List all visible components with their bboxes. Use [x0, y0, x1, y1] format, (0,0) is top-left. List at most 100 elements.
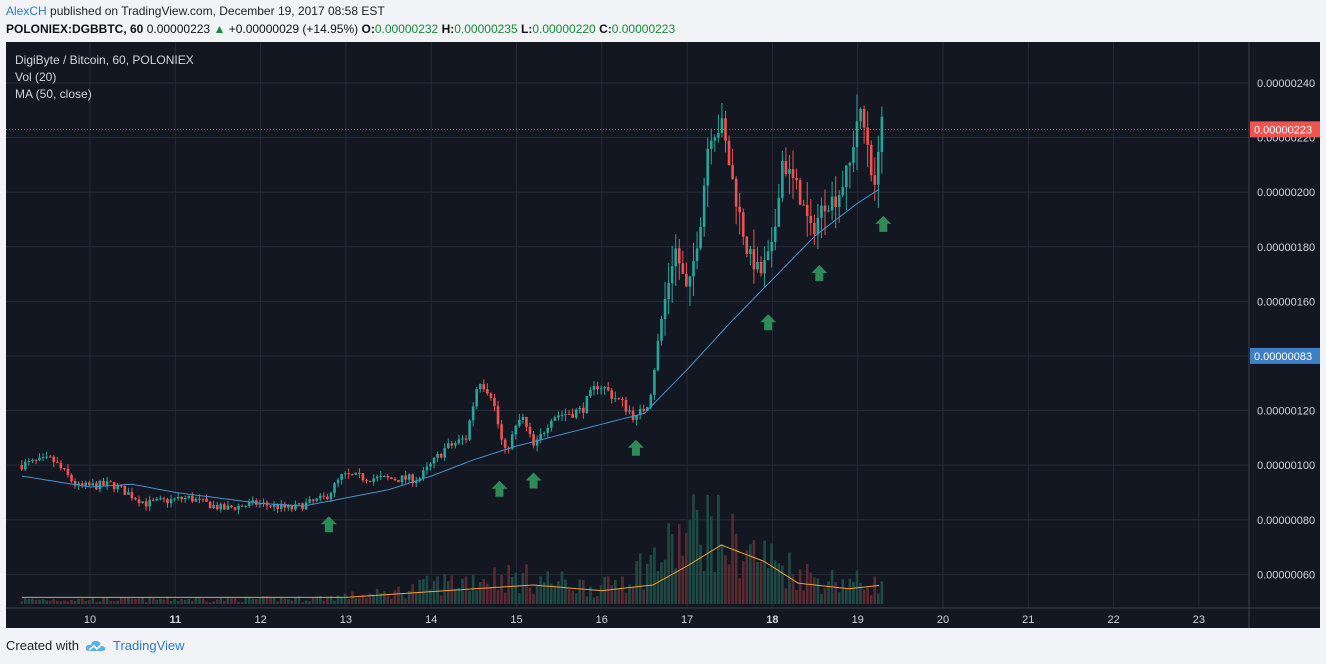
candle-body: [738, 206, 742, 213]
volume-bar: [542, 582, 546, 604]
volume-bar: [59, 601, 63, 604]
candle-body: [599, 388, 603, 390]
candle-body: [862, 108, 866, 128]
volume-bar: [311, 597, 315, 604]
candle-body: [24, 461, 27, 470]
volume-bars: [20, 494, 884, 604]
volume-bar: [34, 599, 38, 604]
volume-bar: [848, 578, 852, 604]
candle-body: [557, 415, 560, 418]
volume-bar: [173, 598, 176, 604]
volume-bar: [592, 597, 596, 604]
up-triangle-icon: ▲: [213, 22, 226, 36]
volume-bar: [574, 593, 578, 604]
change-value: +0.00000029 (+14.95%): [228, 22, 359, 36]
candle-body: [244, 505, 247, 507]
volume-bar: [528, 587, 532, 604]
up-arrow-icon: [760, 314, 777, 331]
volume-bar: [745, 550, 749, 604]
volume-bar: [237, 601, 240, 604]
candle-body: [521, 417, 525, 420]
candle-body: [109, 481, 112, 483]
volume-bar: [859, 582, 862, 604]
candle-body: [407, 474, 411, 480]
candle-body: [624, 399, 628, 412]
volume-bar: [628, 584, 631, 604]
candle-body: [699, 226, 702, 249]
candle-body: [578, 407, 582, 410]
volume-bar: [283, 598, 287, 604]
candle-body: [645, 407, 649, 411]
volume-bar: [404, 598, 407, 604]
candle-body: [702, 185, 706, 227]
candle-body: [709, 140, 713, 149]
publish-header: AlexCH published on TradingView.com, Dec…: [6, 4, 385, 18]
volume-bar: [322, 600, 326, 604]
published-text: published on TradingView.com, December 1…: [50, 4, 385, 18]
x-tick-label: 18: [766, 614, 778, 626]
volume-bar: [137, 598, 141, 604]
volume-bar: [582, 580, 585, 604]
volume-bar: [482, 579, 486, 604]
volume-bar: [869, 595, 873, 604]
candle-body: [258, 503, 262, 505]
volume-bar: [73, 601, 77, 604]
candle-body: [503, 439, 507, 448]
x-tick-label: 16: [596, 614, 608, 626]
volume-bar: [827, 581, 830, 604]
candle-body: [322, 495, 326, 497]
candle-body: [219, 504, 223, 510]
volume-bar: [31, 598, 34, 604]
y-tick-label: 0.00000180: [1257, 242, 1315, 254]
open-label: O:: [361, 22, 375, 36]
volume-bar: [233, 598, 237, 604]
candle-body: [692, 261, 695, 277]
volume-bar: [702, 571, 706, 604]
volume-bar: [599, 585, 603, 604]
candle-body: [532, 434, 535, 446]
candle-body: [614, 398, 617, 400]
candle-body: [41, 457, 45, 459]
volume-bar: [27, 598, 31, 604]
candle-body: [48, 456, 52, 458]
candle-body: [592, 385, 596, 390]
candle-body: [375, 476, 379, 479]
volume-bar: [375, 588, 379, 604]
candle-body: [791, 169, 795, 178]
candle-body: [379, 476, 383, 478]
volume-bar: [589, 586, 592, 604]
volume-bar: [763, 540, 766, 604]
volume-bar: [151, 598, 155, 604]
volume-bar: [198, 598, 201, 604]
volume-bar: [41, 599, 45, 604]
volume-bar: [414, 591, 418, 604]
grid: [6, 42, 1249, 608]
volume-bar: [713, 571, 717, 604]
chart-area[interactable]: 10 11 12 13 14 15 16 17 18 19 20 21 22 23 0.00000240 0.…: [6, 42, 1320, 628]
candle-body: [464, 438, 468, 440]
ma-value-badge: 0.00000083: [1254, 351, 1312, 363]
volume-bar: [493, 567, 496, 604]
candle-body: [290, 505, 294, 510]
candle-body: [162, 498, 166, 500]
tradingview-cloud-icon: [85, 640, 106, 651]
volume-bar: [862, 589, 866, 604]
candle-body: [144, 501, 148, 507]
price-chart[interactable]: 10 11 12 13 14 15 16 17 18 19 20 21 22 23 0.00000240 0.…: [6, 42, 1320, 628]
volume-bar: [244, 596, 247, 604]
candle-body: [468, 420, 471, 440]
volume-bar: [141, 596, 144, 604]
volume-bar: [873, 576, 877, 604]
candle-body: [237, 505, 240, 510]
volume-bar: [333, 600, 336, 604]
up-arrow-icon: [491, 480, 508, 497]
volume-bar: [180, 599, 183, 604]
candle-body: [478, 383, 482, 390]
author-link[interactable]: AlexCH: [6, 4, 47, 18]
candle-body: [813, 222, 816, 235]
tradingview-link[interactable]: TradingView: [112, 638, 185, 653]
candle-body: [201, 498, 205, 500]
volume-bar: [418, 579, 422, 604]
candle-body: [695, 248, 699, 262]
candle-body: [500, 424, 503, 440]
